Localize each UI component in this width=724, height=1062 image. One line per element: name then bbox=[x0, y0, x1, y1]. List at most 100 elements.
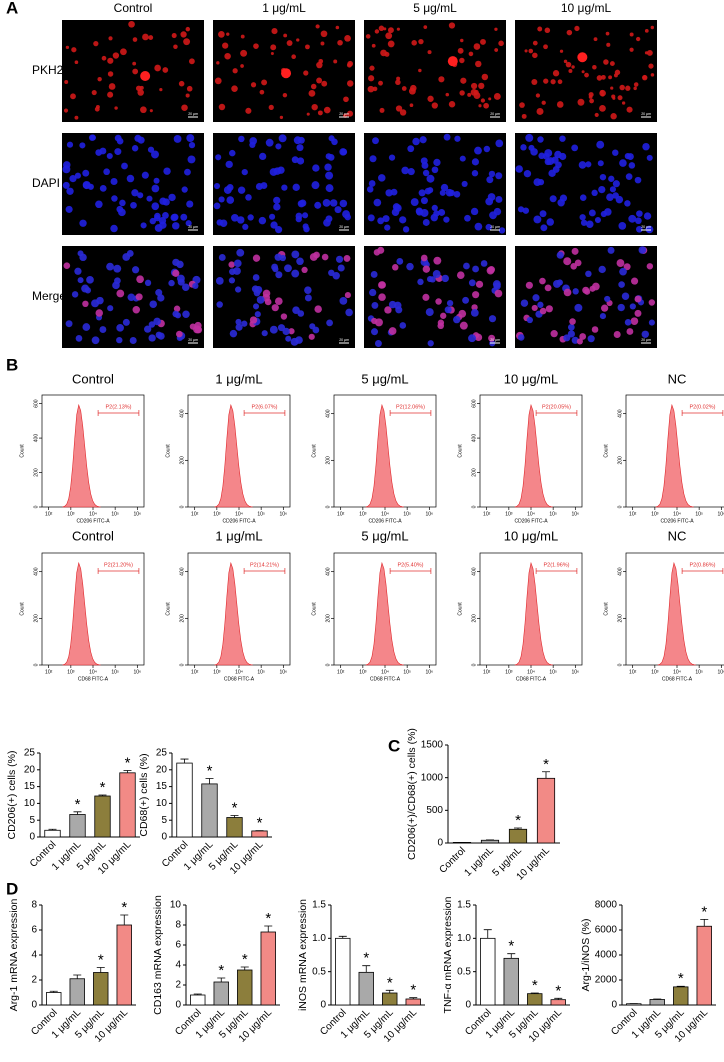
cell bbox=[494, 27, 498, 31]
cell bbox=[563, 288, 572, 297]
cell bbox=[325, 171, 334, 180]
cell bbox=[618, 222, 627, 230]
cell bbox=[399, 322, 407, 329]
cell bbox=[154, 224, 163, 232]
y-tick-label: 25 bbox=[156, 748, 168, 759]
cell bbox=[139, 85, 144, 90]
cell bbox=[438, 76, 445, 83]
cell bbox=[609, 186, 617, 193]
cell bbox=[77, 277, 84, 284]
cell bbox=[599, 313, 607, 320]
scale-bar-label: 20 μm bbox=[188, 338, 198, 342]
cell bbox=[624, 319, 632, 326]
y-tick-label: 1500 bbox=[421, 740, 444, 751]
cell bbox=[424, 187, 432, 195]
cell bbox=[222, 42, 229, 49]
cell bbox=[420, 208, 429, 217]
cell bbox=[557, 79, 563, 85]
cell bbox=[184, 168, 191, 176]
cell bbox=[586, 220, 594, 228]
error-bar bbox=[409, 997, 418, 999]
cell bbox=[240, 34, 245, 39]
cell bbox=[387, 27, 394, 34]
cell bbox=[435, 298, 442, 305]
y-tick-label: 0 bbox=[33, 663, 39, 666]
cell bbox=[606, 193, 614, 202]
cell bbox=[520, 299, 529, 307]
cell bbox=[259, 89, 265, 95]
cell bbox=[64, 80, 69, 84]
cell bbox=[234, 286, 242, 293]
cell bbox=[619, 84, 625, 91]
cell bbox=[113, 264, 122, 273]
x-tick-label: 10⁴ bbox=[673, 669, 681, 675]
y-tick-label: 200 bbox=[33, 614, 39, 623]
x-tick-label: 10⁶ bbox=[280, 511, 288, 517]
significance: * bbox=[75, 796, 81, 813]
cell bbox=[116, 336, 123, 344]
bar bbox=[93, 972, 109, 1006]
cell bbox=[313, 251, 320, 259]
cell bbox=[226, 32, 230, 36]
cell bbox=[219, 219, 228, 227]
cell bbox=[412, 137, 420, 146]
cell bbox=[137, 89, 144, 96]
x-tick-label: 10⁵ bbox=[549, 669, 557, 675]
cell bbox=[151, 150, 159, 159]
cell bbox=[367, 85, 375, 93]
cell bbox=[431, 204, 438, 212]
y-axis-label: iNOS mRNA expression bbox=[297, 899, 309, 1011]
cell bbox=[63, 108, 69, 113]
cell bbox=[444, 306, 452, 314]
cell bbox=[619, 159, 627, 167]
x-tick-label: 10⁴ bbox=[89, 511, 97, 517]
cell bbox=[264, 298, 272, 306]
x-axis-label: CD206 FITC-A bbox=[76, 518, 110, 524]
cell bbox=[71, 291, 79, 298]
panel-label: C bbox=[388, 736, 400, 755]
cell bbox=[525, 281, 533, 289]
cell bbox=[269, 213, 276, 220]
cell bbox=[107, 91, 114, 98]
cell bbox=[70, 93, 76, 100]
cell bbox=[255, 183, 263, 190]
cell bbox=[464, 214, 471, 222]
cell bbox=[186, 134, 195, 143]
cell bbox=[634, 309, 642, 317]
cell bbox=[314, 201, 322, 209]
gate-label: P2(12.06%) bbox=[396, 404, 425, 410]
cell bbox=[132, 61, 137, 66]
cell bbox=[391, 208, 400, 216]
x-axis-label: CD68 FITC-A bbox=[224, 676, 255, 682]
error-bar bbox=[514, 827, 522, 830]
cell bbox=[574, 25, 580, 32]
cell bbox=[418, 38, 424, 45]
error-bar bbox=[48, 828, 57, 831]
scale-bar-label: 20 μm bbox=[641, 225, 651, 229]
cell bbox=[603, 59, 609, 65]
x-tick-label: 10² bbox=[337, 511, 345, 517]
bar bbox=[673, 986, 689, 1006]
x-tick-label: 10⁶ bbox=[572, 669, 580, 675]
cell bbox=[495, 195, 503, 203]
cell bbox=[275, 226, 283, 234]
cell bbox=[297, 136, 305, 144]
cell bbox=[122, 318, 130, 326]
cell bbox=[420, 197, 428, 205]
cell bbox=[176, 330, 183, 338]
cell bbox=[369, 155, 377, 163]
cell bbox=[641, 74, 648, 81]
cell bbox=[521, 113, 527, 119]
cell bbox=[79, 219, 87, 227]
cell bbox=[149, 300, 158, 308]
y-tick-label: 10 bbox=[170, 900, 182, 911]
cell bbox=[470, 309, 479, 317]
cell bbox=[427, 340, 434, 347]
cell bbox=[478, 104, 482, 108]
cell bbox=[393, 301, 402, 310]
cell bbox=[275, 271, 283, 279]
y-axis-label: CD206(+)/CD68(+) cells (%) bbox=[406, 728, 418, 860]
y-axis-label: Count bbox=[457, 602, 463, 616]
x-axis-label: CD68 FITC-A bbox=[662, 676, 693, 682]
significance: * bbox=[410, 982, 416, 999]
